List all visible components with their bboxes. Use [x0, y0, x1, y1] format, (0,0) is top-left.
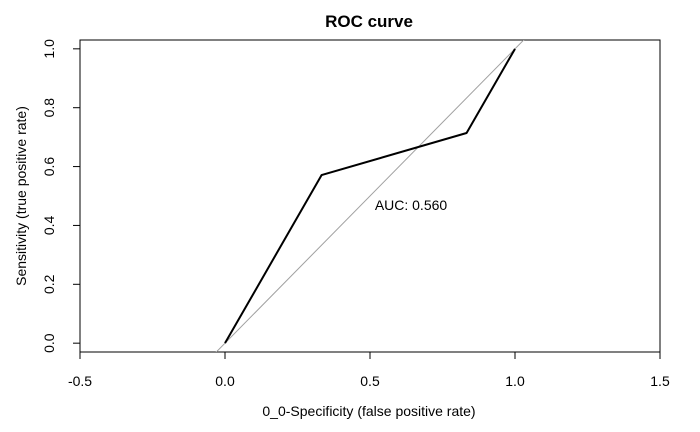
y-tick-label: 0.6 [41, 157, 57, 177]
chance-diagonal-line [215, 40, 525, 352]
chart-title: ROC curve [325, 12, 413, 31]
y-tick-label: 0.4 [41, 215, 57, 235]
roc-series-line [224, 48, 516, 344]
x-tick-label: 1.5 [650, 373, 670, 389]
y-axis-label: Sensitivity (true positive rate) [13, 106, 29, 286]
x-tick-label: 0.5 [360, 373, 380, 389]
y-tick-label: 0.0 [41, 333, 57, 353]
y-tick-label: 1.0 [41, 39, 57, 59]
x-tick-label: -0.5 [68, 373, 92, 389]
x-axis-label: 0_0-Specificity (false positive rate) [262, 403, 475, 419]
y-tick-label: 0.2 [41, 274, 57, 294]
x-tick-label: 1.0 [505, 373, 525, 389]
y-tick-label: 0.8 [41, 98, 57, 118]
y-axis: 0.0 0.2 0.4 0.6 0.8 1.0 [41, 39, 81, 353]
auc-annotation: AUC: 0.560 [375, 197, 448, 213]
x-tick-label: 0.0 [215, 373, 235, 389]
x-axis: -0.5 0.0 0.5 1.0 1.5 [68, 351, 670, 389]
